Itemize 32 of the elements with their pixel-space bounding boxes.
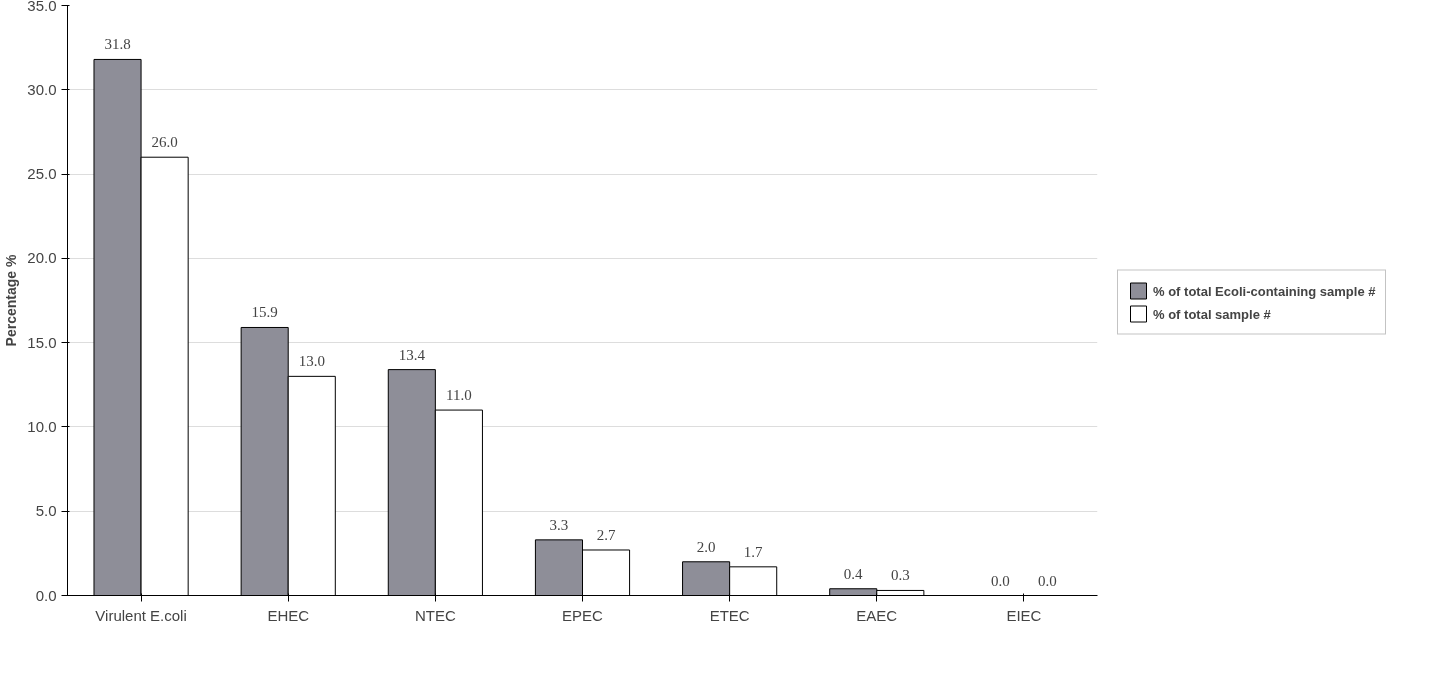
- data-label: 2.7: [596, 526, 616, 543]
- data-label: 13.4: [398, 346, 426, 363]
- y-tick-label: 30.0: [27, 80, 57, 98]
- x-tick-label: NTEC: [414, 606, 456, 624]
- x-tick-label: Virulent E.coli: [95, 606, 187, 624]
- data-label: 2.0: [696, 538, 716, 555]
- data-label: 0.4: [843, 565, 864, 582]
- data-label: 15.9: [251, 304, 278, 321]
- y-tick-label: 35.0: [27, 0, 57, 14]
- data-label: 0.0: [1038, 572, 1057, 589]
- legend-label: % of total Ecoli-containing sample #: [1153, 283, 1376, 298]
- y-tick-label: 15.0: [27, 333, 57, 351]
- x-tick-label: EPEC: [562, 606, 604, 624]
- x-tick-label: ETEC: [709, 606, 750, 624]
- data-label: 3.3: [549, 516, 569, 533]
- legend-label: % of total sample #: [1153, 306, 1271, 321]
- data-label: 11.0: [446, 387, 472, 404]
- data-label: 0.3: [890, 567, 910, 584]
- x-tick-label: EAEC: [856, 606, 898, 624]
- x-tick-label: EIEC: [1006, 606, 1042, 624]
- y-axis-title: Percentage %: [3, 254, 20, 347]
- y-tick-label: 0.0: [35, 586, 57, 604]
- data-label: 13.0: [298, 353, 325, 370]
- data-label: 1.7: [743, 543, 764, 560]
- data-label: 31.8: [104, 36, 131, 53]
- x-tick-label: EHEC: [267, 606, 310, 624]
- y-tick-label: 10.0: [27, 417, 57, 435]
- data-label: 26.0: [151, 134, 178, 151]
- data-label: 0.0: [991, 572, 1010, 589]
- y-tick-label: 20.0: [27, 249, 57, 267]
- y-tick-label: 5.0: [35, 502, 57, 520]
- y-tick-label: 25.0: [27, 165, 57, 183]
